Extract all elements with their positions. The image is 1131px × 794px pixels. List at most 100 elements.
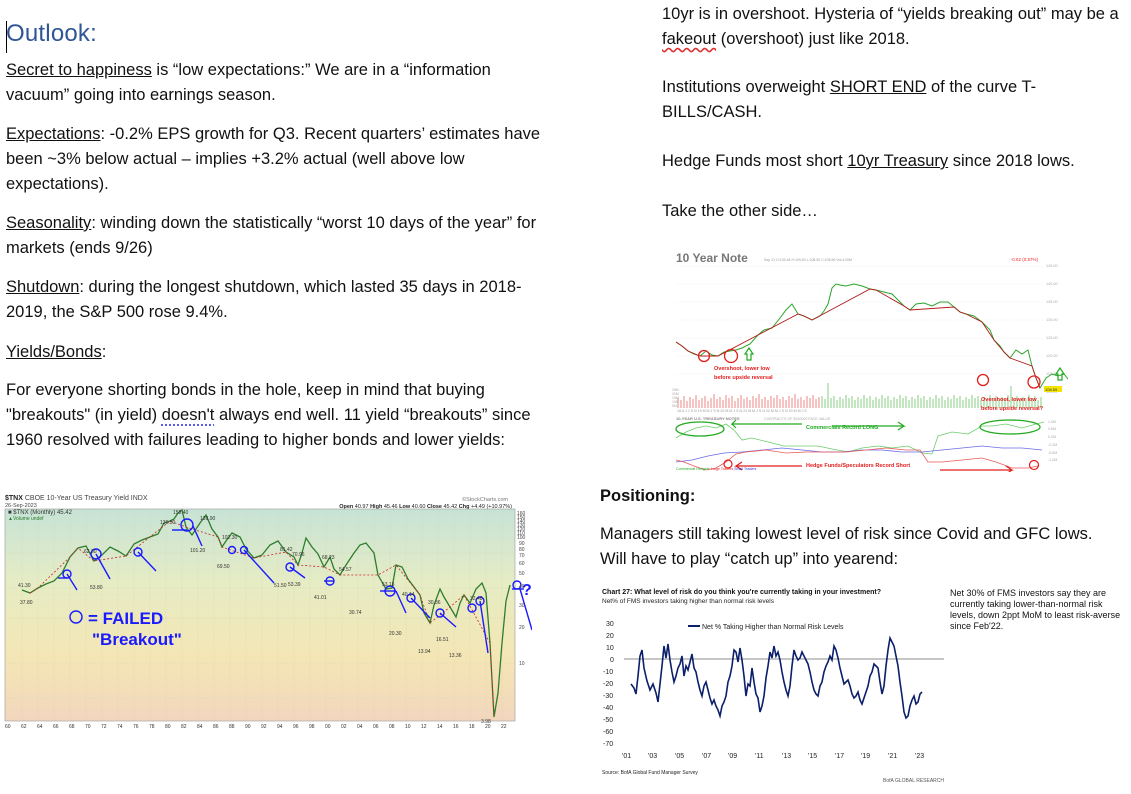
svg-text:101.20: 101.20 xyxy=(190,548,206,554)
hedge-funds-circle-1 xyxy=(723,459,733,469)
svg-text:-50: -50 xyxy=(603,717,613,724)
fms-x-axis: '01 '03 '05 '07 '09 '11 '13 '15 '17 '19 '21 '23 xyxy=(622,753,924,760)
tnx-legend-volume: ▲Volume undef xyxy=(8,516,44,522)
paragraph-expectations: Expectations: -0.2% EPS growth for Q3. R… xyxy=(6,122,546,197)
svg-text:140: 140 xyxy=(517,519,526,525)
paragraph-secret-to-happiness: Secret to happiness is “low expectations… xyxy=(6,58,546,108)
svg-text:74: 74 xyxy=(117,724,123,730)
svg-text:64: 64 xyxy=(37,724,43,730)
paragraph-text: (overshoot) just like 2018. xyxy=(716,30,910,48)
ten-year-note-x-axis: 18 A J J S N 19 M M J S N 20 M M J S N 2… xyxy=(677,409,807,413)
svg-text:40.14: 40.14 xyxy=(402,592,415,598)
cot-title: 10-YEAR U.S. TREASURY NOTES xyxy=(676,416,740,421)
svg-text:'09: '09 xyxy=(728,753,737,760)
hedge-funds-circle-2 xyxy=(1028,459,1040,471)
svg-text:51.50: 51.50 xyxy=(274,583,287,589)
paragraph-text: : winding down the statistically “worst … xyxy=(6,214,537,257)
svg-text:70.96: 70.96 xyxy=(292,552,305,558)
grammar-flagged-word[interactable]: doesn't xyxy=(161,406,215,424)
svg-text:14: 14 xyxy=(437,724,443,730)
label-shutdown: Shutdown xyxy=(6,278,80,296)
svg-text:0.2M: 0.2M xyxy=(1048,435,1056,439)
svg-text:'11: '11 xyxy=(755,753,764,760)
label-yields-bonds: Yields/Bonds xyxy=(6,343,102,361)
svg-text:'07: '07 xyxy=(702,753,711,760)
cot-legend: Commercial Hedgers Large Traders Small T… xyxy=(676,467,757,471)
label-expectations: Expectations xyxy=(6,125,101,143)
svg-text:140.00: 140.00 xyxy=(1046,282,1058,286)
positioning-text: Managers still taking lowest level of ri… xyxy=(600,525,1093,568)
tnx-yield-chart: $TNX CBOE 10-Year US Treasury Yield INDX… xyxy=(4,493,533,733)
svg-text:53.39: 53.39 xyxy=(288,582,301,588)
fms-chart-subtitle: Net% of FMS investors taking higher than… xyxy=(602,598,775,605)
text-cursor xyxy=(6,21,7,53)
paragraph-text: : -0.2% EPS growth for Q3. Recent quarte… xyxy=(6,125,541,193)
svg-text:120: 120 xyxy=(517,527,526,533)
cot-subtitle: CONTRACTS OF $100000 FACE VALUE xyxy=(764,417,831,421)
paragraph-text: Institutions overweight xyxy=(662,78,830,96)
svg-text:69.50: 69.50 xyxy=(217,564,230,570)
tnx-stats: Open 40.97 High 45.46 Low 40.60 Close 45… xyxy=(339,504,512,510)
svg-text:62: 62 xyxy=(21,724,27,730)
paragraph-breakouts: For everyone shorting bonds in the hole,… xyxy=(6,378,546,453)
spelling-flagged-word[interactable]: fakeout xyxy=(662,30,717,48)
tnx-source: ©StockCharts.com xyxy=(462,496,508,503)
label-seasonality: Seasonality xyxy=(6,214,92,232)
tnx-date: 26-Sep-2023 xyxy=(5,503,37,509)
svg-text:'13: '13 xyxy=(782,753,791,760)
svg-text:81.42: 81.42 xyxy=(280,547,293,553)
svg-text:-0.2M: -0.2M xyxy=(1048,443,1057,447)
paragraph-hedge-funds: Hedge Funds most short 10yr Treasury sin… xyxy=(662,149,1122,174)
bofa-brand: BofA GLOBAL RESEARCH xyxy=(883,778,944,784)
failed-legend-line1: = FAILED xyxy=(88,609,163,628)
svg-text:78: 78 xyxy=(149,724,155,730)
paragraph-text: For everyone shorting bonds in the hole,… xyxy=(6,381,485,424)
tnx-title: $TNX CBOE 10-Year US Treasury Yield INDX xyxy=(5,495,148,502)
svg-text:0.6M: 0.6M xyxy=(1048,427,1056,431)
svg-text:5M: 5M xyxy=(672,404,677,408)
svg-text:25M: 25M xyxy=(672,388,679,392)
svg-text:86: 86 xyxy=(213,724,219,730)
svg-text:00: 00 xyxy=(325,724,331,730)
svg-text:135.00: 135.00 xyxy=(1046,300,1058,304)
failed-legend-line2: "Breakout" xyxy=(92,630,182,649)
svg-text:96: 96 xyxy=(293,724,299,730)
hedge-funds-arrow-left xyxy=(734,461,802,471)
overshoot-label-1a: Overshoot, lower low xyxy=(714,366,770,372)
fms-side-note: Net 30% of FMS investors say they are cu… xyxy=(950,588,1121,631)
svg-text:70: 70 xyxy=(519,553,525,559)
svg-text:136.50: 136.50 xyxy=(160,520,176,526)
svg-text:145.00: 145.00 xyxy=(1046,264,1058,268)
svg-text:'01: '01 xyxy=(622,753,631,760)
outlook-heading: Outlook: xyxy=(6,20,97,47)
svg-text:158.40: 158.40 xyxy=(173,510,189,516)
svg-text:10: 10 xyxy=(405,724,411,730)
paragraph-text: is “low expectations:” We are in a “info… xyxy=(6,61,491,104)
svg-text:-1.0M: -1.0M xyxy=(1048,458,1057,462)
tnx-x-axis: 60 62 64 66 68 70 72 74 76 78 80 82 84 86 88 90 92 94 96 98… xyxy=(5,724,507,730)
paragraph-seasonality: Seasonality: winding down the statistica… xyxy=(6,211,546,261)
svg-text:'03: '03 xyxy=(648,753,657,760)
svg-text:13.36: 13.36 xyxy=(449,653,462,659)
svg-text:20: 20 xyxy=(606,633,614,640)
fms-chart-title: Chart 27: What level of risk do you thin… xyxy=(602,589,881,596)
svg-text:32.48: 32.48 xyxy=(470,596,483,602)
svg-text:139.90: 139.90 xyxy=(200,516,216,522)
ten-year-note-last-price: 108.59 xyxy=(1045,387,1058,392)
commercials-long-circle-2 xyxy=(979,419,1041,435)
svg-text:10: 10 xyxy=(606,645,614,652)
failed-circle-legend-icon xyxy=(69,610,83,624)
label-secret-to-happiness: Secret to happiness xyxy=(6,61,152,79)
svg-text:0: 0 xyxy=(610,657,614,664)
svg-text:80: 80 xyxy=(519,547,525,553)
svg-text:50: 50 xyxy=(519,571,525,577)
svg-text:3.98: 3.98 xyxy=(481,719,491,725)
svg-text:125.00: 125.00 xyxy=(1046,336,1058,340)
svg-text:02: 02 xyxy=(341,724,347,730)
svg-text:-10: -10 xyxy=(603,669,613,676)
svg-text:41.30: 41.30 xyxy=(18,583,31,589)
cot-y-axis: 1.0M 0.6M 0.2M -0.2M -0.6M -1.0M xyxy=(1048,420,1057,462)
svg-text:60: 60 xyxy=(519,561,525,567)
svg-text:70: 70 xyxy=(85,724,91,730)
